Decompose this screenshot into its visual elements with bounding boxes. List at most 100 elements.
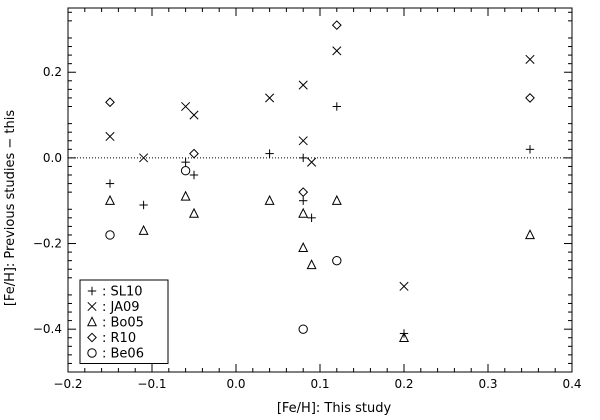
r10-point: [298, 187, 309, 198]
triangle-shape: [331, 194, 342, 205]
sl10-point: [299, 153, 308, 163]
legend-circle-icon: [87, 348, 97, 358]
sl10-point: [332, 102, 341, 111]
axes: −0.2 −0.1 0.0 0.1 0.2 0.3 0.4 −0.4 −0.2 0.0 0.2: [33, 7, 582, 391]
diamond-shape: [87, 332, 97, 343]
y-axis-label: [Fe/H]: Previous studies − this: [3, 110, 18, 306]
bo05-point: [104, 194, 116, 205]
y-tick-label: 0.2: [43, 65, 62, 79]
triangle-shape: [398, 331, 410, 342]
bo05-point: [264, 194, 275, 205]
ja09-point: [525, 54, 535, 64]
triangle-shape: [298, 207, 309, 218]
ja09-point: [265, 93, 275, 103]
sl10-point: [181, 157, 190, 167]
cross-b: [105, 131, 115, 142]
triangle-shape: [298, 241, 309, 253]
cross-b: [399, 281, 409, 291]
sl10-point: [265, 149, 274, 158]
bo05-point: [138, 224, 149, 235]
legend-label: : JA09: [102, 300, 140, 315]
sl10-point: [105, 179, 115, 188]
sl10-point: [525, 145, 535, 154]
triangle-shape: [86, 316, 98, 327]
legend-label: : R10: [102, 331, 136, 346]
cross-b: [525, 54, 535, 64]
be06-point: [332, 255, 342, 266]
y-tick-label: −0.2: [33, 237, 62, 251]
triangle-shape: [138, 224, 149, 235]
triangle-shape: [264, 194, 275, 205]
bo05-point: [331, 194, 342, 205]
x-tick-label: 0.0: [226, 377, 245, 391]
series-be06: [105, 166, 342, 334]
diamond-shape: [525, 93, 535, 103]
series-ja09: [105, 46, 535, 291]
x-tick-label: 0.1: [310, 377, 329, 391]
plot-area: [68, 20, 572, 342]
be06-point: [298, 324, 308, 334]
legend-diamond-icon: [87, 332, 97, 343]
cross-b: [181, 101, 191, 112]
legend: : SL10: JA09: Bo05: R10: Be06: [79, 279, 169, 364]
sl10-point: [189, 170, 199, 180]
series-r10: [105, 20, 535, 198]
legend-cross-icon: [87, 301, 97, 312]
bo05-point: [188, 207, 200, 218]
triangle-shape: [180, 190, 191, 201]
circle-shape: [105, 230, 115, 240]
legend-triangle-icon: [86, 316, 98, 327]
bo05-point: [180, 190, 191, 201]
sl10-point: [139, 200, 148, 210]
bo05-point: [298, 241, 309, 253]
y-tick-label: 0.0: [43, 151, 62, 165]
x-tick-label: −0.2: [53, 377, 82, 391]
ja09-point: [105, 131, 115, 142]
bo05-point: [398, 331, 410, 342]
bo05-point: [298, 207, 309, 218]
x-tick-label: 0.3: [478, 377, 497, 391]
diamond-shape: [189, 148, 199, 159]
cross-b: [139, 153, 149, 163]
cross-b: [189, 110, 199, 120]
triangle-shape: [524, 229, 536, 240]
circle-shape: [87, 348, 97, 358]
cross-b: [298, 80, 308, 90]
diamond-shape: [331, 20, 342, 31]
ja09-point: [139, 153, 149, 163]
sl10-point: [307, 213, 316, 223]
sl10-point: [299, 196, 308, 205]
ja09-point: [332, 46, 342, 56]
x-tick-label: −0.1: [137, 377, 166, 391]
ja09-point: [298, 80, 308, 90]
y-tick-label: −0.4: [33, 322, 62, 336]
r10-point: [525, 93, 535, 103]
x-tick-label: 0.4: [562, 377, 581, 391]
cross-b: [298, 136, 308, 146]
ja09-point: [399, 281, 409, 291]
cross-b: [87, 301, 97, 312]
legend-label: : SL10: [102, 285, 143, 300]
cross-b: [332, 46, 342, 56]
x-axis-label: [Fe/H]: This study: [277, 401, 392, 416]
series-sl10: [105, 102, 535, 338]
r10-point: [189, 148, 199, 159]
triangle-shape: [104, 194, 116, 205]
x-tick-label: 0.2: [394, 377, 413, 391]
be06-point: [180, 166, 191, 176]
ja09-point: [307, 157, 317, 167]
r10-point: [105, 97, 115, 108]
triangle-shape: [306, 259, 317, 270]
diamond-shape: [298, 187, 309, 198]
ja09-point: [189, 110, 199, 120]
cross-b: [307, 157, 317, 167]
be06-point: [105, 230, 115, 240]
ja09-point: [181, 101, 191, 112]
ja09-point: [298, 136, 308, 146]
r10-point: [331, 20, 342, 31]
diamond-shape: [105, 97, 115, 108]
circle-shape: [298, 324, 308, 334]
circle-shape: [332, 255, 342, 266]
cross-b: [265, 93, 275, 103]
